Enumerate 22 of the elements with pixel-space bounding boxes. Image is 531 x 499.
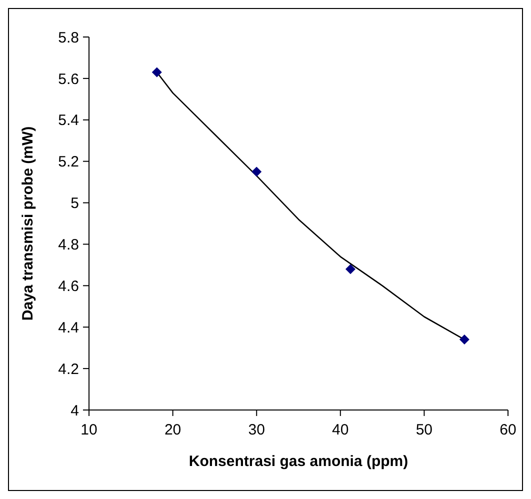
y-axis-title: Daya transmisi probe (mW) xyxy=(19,126,36,321)
x-tick-label: 20 xyxy=(164,422,182,439)
x-tick-label: 50 xyxy=(416,422,433,439)
y-tick-label: 4.8 xyxy=(58,236,79,254)
point xyxy=(152,67,162,78)
y-tick-label: 5.6 xyxy=(58,70,79,88)
point xyxy=(252,166,262,177)
y-tick-label: 4.2 xyxy=(58,360,79,378)
x-tick-label: 10 xyxy=(80,422,98,439)
point xyxy=(345,264,356,274)
x-tick-label: 60 xyxy=(500,422,516,439)
y-tick-label: 4.4 xyxy=(58,319,79,336)
y-tick-label: 4 xyxy=(70,402,79,420)
x-tick-label: 30 xyxy=(248,422,265,439)
x-tick-label: 40 xyxy=(332,422,349,439)
x-axis-title: Konsentrasi gas amonia (ppm) xyxy=(188,453,408,470)
y-tick-label: 5.4 xyxy=(58,112,79,130)
y-tick-label: 4.6 xyxy=(58,278,79,295)
point xyxy=(459,334,470,345)
y-tick-label: 5.2 xyxy=(58,154,79,171)
y-tick-label: 5 xyxy=(70,195,79,212)
y-tick-label: 5.8 xyxy=(58,29,79,46)
